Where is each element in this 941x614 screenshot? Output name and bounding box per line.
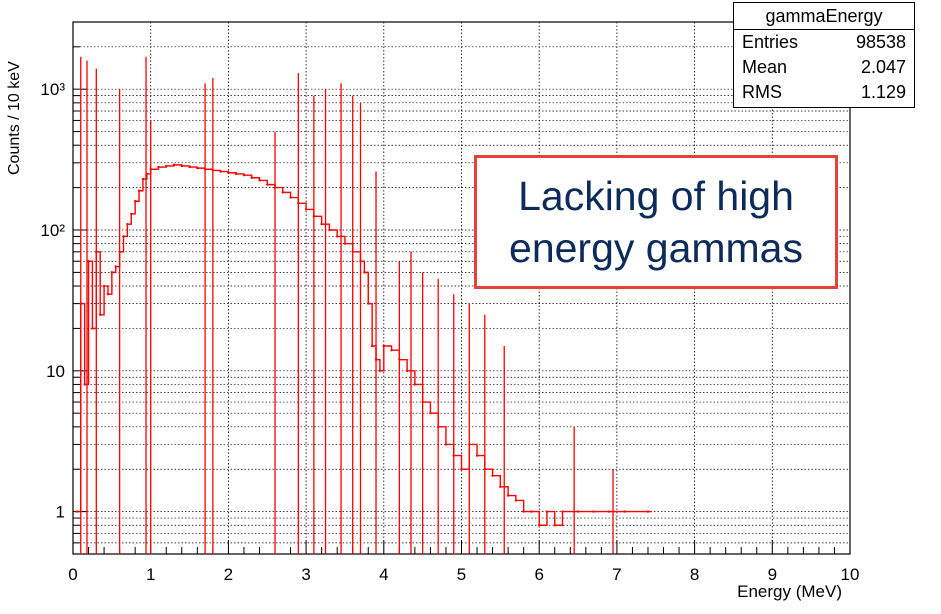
series-point (561, 510, 564, 513)
series-point (522, 510, 525, 513)
x-tick-label: 7 (612, 565, 621, 584)
stats-mean-label: Mean (742, 57, 788, 77)
series-point (499, 485, 502, 489)
x-tick-label: 10 (841, 565, 860, 584)
series-point (219, 170, 222, 173)
stats-rms-value: 1.129 (860, 82, 906, 102)
series-point (106, 292, 110, 296)
series-point (242, 173, 246, 177)
series-point (530, 510, 533, 513)
series-point (460, 468, 463, 471)
series-point (133, 200, 137, 203)
series-point (545, 510, 549, 513)
series-point (491, 474, 494, 477)
series-point (289, 196, 292, 199)
series-point (172, 163, 176, 167)
series-point (444, 443, 448, 446)
series-point (370, 344, 374, 348)
stats-row-rms: RMS 1.129 (734, 80, 914, 105)
stats-row-mean: Mean 2.047 (734, 55, 914, 80)
x-tick-label: 8 (690, 565, 699, 584)
series-point (343, 242, 347, 245)
annotation-box: Lacking of high energy gammas (474, 155, 838, 289)
series-point (110, 271, 114, 274)
histogram-series (75, 56, 652, 554)
series-point (592, 510, 595, 513)
series-point (363, 271, 366, 274)
stats-title: gammaEnergy (734, 3, 914, 30)
y-tick-label: 10² (40, 221, 65, 240)
x-tick-label: 0 (68, 565, 77, 584)
x-tick-label: 2 (224, 565, 233, 584)
series-point (102, 284, 106, 288)
series-point (258, 179, 261, 182)
y-tick-label: 10 (46, 362, 65, 381)
series-point (91, 327, 94, 330)
series-point (576, 510, 580, 513)
x-tick-labels: 0 1 2 3 4 5 6 7 8 9 10 (68, 565, 859, 584)
series-point (405, 369, 409, 373)
series-point (87, 260, 90, 263)
series-point (157, 165, 160, 169)
series-point (646, 510, 650, 513)
series-point (266, 183, 269, 186)
x-tick-label: 5 (457, 565, 466, 584)
stats-mean-value: 2.047 (860, 57, 906, 77)
series-point (623, 510, 626, 513)
y-axis-label: Counts / 10 keV (6, 61, 23, 175)
series-point (196, 166, 199, 170)
stats-box: gammaEnergy Entries 98538 Mean 2.047 RMS… (733, 2, 915, 108)
series-point (328, 228, 331, 232)
series-point (165, 164, 168, 168)
stats-entries-value: 98538 (855, 32, 906, 52)
series-point (114, 265, 117, 268)
series-point (126, 222, 129, 226)
series-point (137, 189, 141, 192)
series-point (98, 313, 102, 316)
y-tick-label: 1 (56, 503, 65, 522)
series-point (227, 171, 230, 174)
x-tick-label: 6 (534, 565, 543, 584)
y-tick-labels: 1 10 10² 10³ (40, 80, 65, 521)
stats-entries-label: Entries (742, 32, 799, 52)
x-tick-label: 9 (768, 565, 777, 584)
stats-row-entries: Entries 98538 (734, 30, 914, 55)
x-tick-label: 1 (146, 565, 155, 584)
series-point (475, 454, 479, 457)
series-point (130, 212, 133, 216)
series-point (506, 494, 510, 497)
annotation-line-1: Lacking of high (518, 173, 794, 219)
series-point (304, 208, 308, 211)
y-tick-label: 10³ (40, 80, 65, 99)
series-point (390, 349, 393, 352)
series-point (234, 172, 238, 176)
series-point (429, 411, 432, 415)
series-point (141, 177, 145, 181)
x-tick-label: 4 (379, 565, 388, 584)
series-point (188, 165, 191, 169)
series-point (335, 235, 339, 238)
series-point (553, 524, 556, 527)
series-point (180, 164, 183, 168)
x-tick-label: 3 (301, 565, 310, 584)
series-point (382, 344, 385, 348)
series-point (378, 369, 382, 373)
x-axis-label: Energy (MeV) (737, 582, 842, 601)
series-point (122, 235, 125, 238)
series-point (83, 383, 86, 386)
stats-rms-label: RMS (742, 82, 782, 102)
annotation-line-2: energy gammas (509, 225, 803, 271)
grid-lines (73, 21, 850, 555)
series-point (514, 499, 518, 502)
series-point (538, 524, 541, 527)
series-point (75, 510, 79, 513)
series-point (413, 383, 417, 386)
series-point (250, 176, 253, 179)
series-point (320, 222, 323, 226)
series-point (367, 302, 370, 305)
series-point (281, 191, 284, 194)
series-point (607, 510, 611, 513)
